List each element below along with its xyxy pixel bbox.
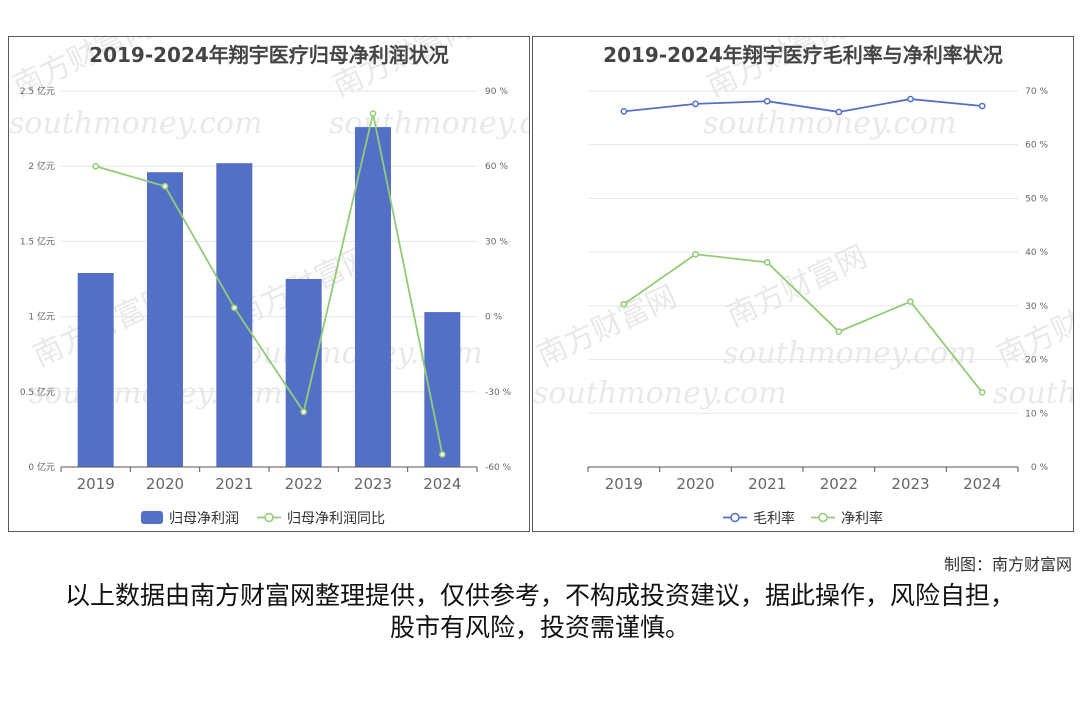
x-tick-label-2021: 2021 <box>748 475 786 493</box>
net-margin-point-2020 <box>692 250 699 258</box>
y-left-tick-label: 2.5 亿元 <box>20 85 55 97</box>
x-tick-label-2019: 2019 <box>605 475 643 493</box>
legend-gross-margin-marker <box>730 512 740 523</box>
net-margin-point-2023 <box>907 298 914 305</box>
x-tick-label-2022: 2022 <box>285 475 323 493</box>
net-margin-point-2024 <box>978 388 986 396</box>
bar-2019 <box>77 272 114 467</box>
net-margin-line <box>623 253 983 393</box>
yoy-point-2019 <box>92 162 100 170</box>
x-tick-label-2022: 2022 <box>820 475 858 493</box>
y-left-tick-label: 0 亿元 <box>28 461 55 473</box>
watermark-en: southmoney.com <box>723 336 977 371</box>
watermark-en: southmoney.com <box>9 106 263 141</box>
margin-chart: 南方财富网 southmoney.com 南方财富网 southmoney.com 南方… <box>532 36 1074 532</box>
gross-margin-point-2024 <box>978 102 986 110</box>
legend: 毛利率 净利率 <box>723 510 883 527</box>
legend-line-label: 归母净利润同比 <box>287 510 385 527</box>
bar-2024 <box>424 312 461 467</box>
x-tick-label-2020: 2020 <box>146 475 184 493</box>
y-tick-label: 70 % <box>1025 87 1048 97</box>
y-right-tick-label: 0 % <box>485 313 503 323</box>
legend-net-margin-marker <box>818 512 828 523</box>
y-right-tick-label: -60 % <box>485 463 512 473</box>
y-left-tick-label: 0.5 亿元 <box>20 386 55 398</box>
chart-credit: 制图：南方财富网 <box>943 555 1072 574</box>
x-tick-label-2019: 2019 <box>77 475 115 493</box>
margin-chart-svg: 南方财富网southmoney.com南方财富网southmoney.com南方… <box>533 37 1073 527</box>
y-left-tick-label: 2 亿元 <box>28 160 55 172</box>
y-tick-label: 60 % <box>1025 141 1048 151</box>
yoy-point-2023 <box>369 110 377 117</box>
yoy-point-2020 <box>161 182 169 190</box>
gross-margin-line <box>623 98 983 113</box>
watermark-en: southmoney.com <box>993 376 1073 411</box>
y-tick-label: 10 % <box>1025 409 1048 419</box>
y-right-tick-label: -30 % <box>485 388 512 398</box>
net-profit-chart-svg: 南方财富网southmoney.com南方财富网southmoney.com南方… <box>9 37 529 527</box>
x-tick-label-2023: 2023 <box>354 475 392 493</box>
bar-2022 <box>285 279 322 467</box>
y-tick-label: 40 % <box>1025 248 1048 258</box>
x-tick-label-2023: 2023 <box>891 475 929 493</box>
y-left-tick-label: 1.5 亿元 <box>20 235 55 247</box>
net-profit-chart: 南方财富网southmoney.com南方财富网southmoney.com南方… <box>8 36 530 532</box>
y-tick-label: 0 % <box>1031 463 1049 473</box>
legend: 归母净利润 归母净利润同比 <box>141 510 385 527</box>
gross-margin-point-2023 <box>907 95 914 103</box>
watermark-en: southmoney.com <box>703 106 957 141</box>
watermark-en: southmoney.com <box>533 376 787 411</box>
watermark-cn: 南方财富网 <box>722 239 873 334</box>
yoy-line <box>95 113 444 455</box>
gross-margin-point-2020 <box>692 100 699 108</box>
yoy-point-2024 <box>438 451 446 458</box>
y-tick-label: 50 % <box>1025 194 1048 204</box>
net-profit-chart-title: 2019-2024年翔宇医疗归母净利润状况 <box>89 43 449 67</box>
net-margin-point-2021 <box>763 258 771 266</box>
yoy-point-2021 <box>230 304 238 312</box>
legend-bar-label: 归母净利润 <box>169 510 239 527</box>
y-right-tick-label: 90 % <box>485 87 508 97</box>
gross-margin-point-2019 <box>620 108 628 115</box>
legend-gross-margin-label: 毛利率 <box>753 510 795 527</box>
x-tick-label-2020: 2020 <box>676 475 714 493</box>
net-margin-point-2019 <box>620 300 628 308</box>
legend-line-marker <box>264 512 274 523</box>
bar-2020 <box>147 172 183 467</box>
legend-net-margin-label: 净利率 <box>841 510 883 527</box>
legend-bar-swatch <box>141 511 163 524</box>
y-right-tick-label: 60 % <box>485 162 508 172</box>
disclaimer-text: 以上数据由南方财富网整理提供，仅供参考，不构成投资建议，据此操作，风险自担，股市… <box>64 581 1015 642</box>
margin-chart-title: 2019-2024年翔宇医疗毛利率与净利率状况 <box>603 43 1003 67</box>
gross-margin-point-2021 <box>763 97 771 105</box>
net-margin-point-2022 <box>835 328 843 335</box>
gross-margin-point-2022 <box>835 108 843 116</box>
x-tick-label-2024: 2024 <box>963 475 1001 493</box>
bar-2021 <box>216 163 253 467</box>
y-tick-label: 20 % <box>1025 356 1048 366</box>
y-left-tick-label: 1 亿元 <box>28 311 55 323</box>
yoy-point-2022 <box>300 408 308 416</box>
watermark-group: 南方财富网southmoney.com南方财富网southmoney.com南方… <box>533 37 1073 411</box>
x-tick-label-2021: 2021 <box>215 475 253 493</box>
bar-2023 <box>355 127 391 467</box>
y-tick-label: 30 % <box>1025 302 1048 312</box>
y-right-tick-label: 30 % <box>485 237 508 247</box>
x-tick-label-2024: 2024 <box>423 475 461 493</box>
